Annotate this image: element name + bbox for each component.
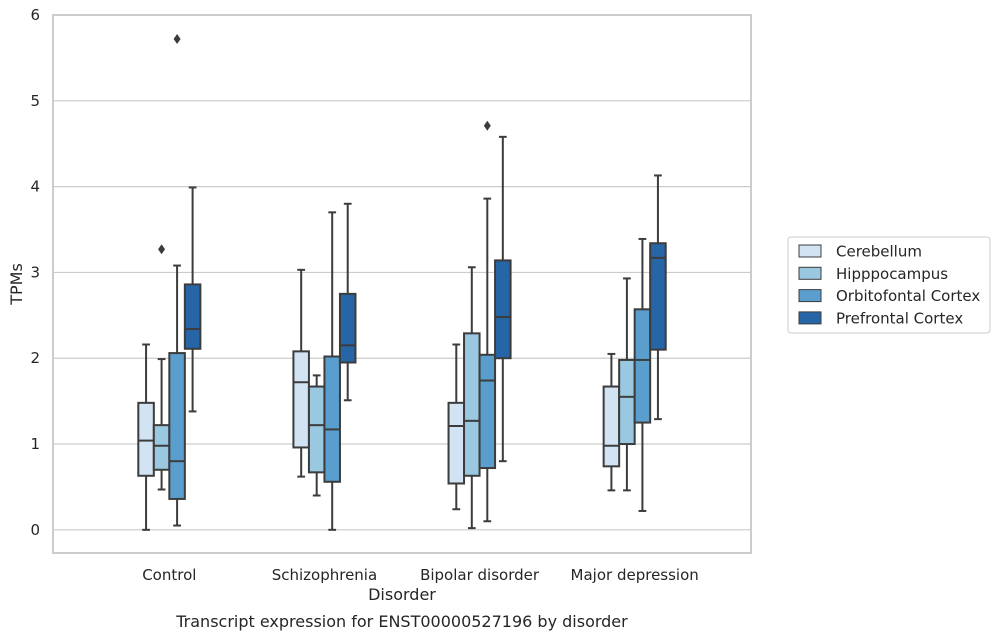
y-tick-label: 3 (30, 263, 40, 281)
box-iqr (168, 352, 186, 500)
y-tick-label: 5 (30, 92, 40, 110)
x-tick-label: Schizophrenia (272, 566, 377, 584)
box (292, 268, 310, 478)
x-axis-title: Disorder (368, 585, 436, 604)
box-iqr (307, 385, 326, 474)
box-iqr (292, 350, 310, 449)
series-2 (168, 34, 652, 531)
legend-swatch (798, 266, 822, 280)
box-iqr (447, 401, 466, 485)
box (168, 34, 186, 527)
box (447, 343, 466, 511)
y-axis-ticks: 0 1 2 3 4 5 6 (30, 6, 40, 539)
outlier-point (483, 120, 491, 131)
y-axis-title: TPMs (7, 263, 26, 306)
box-iqr (649, 242, 667, 351)
outlier-point (173, 34, 181, 45)
x-tick-label: Bipolar disorder (420, 566, 540, 584)
box (307, 374, 326, 497)
box (183, 186, 202, 413)
x-axis-ticks: Control Schizophrenia Bipolar disorder Majo… (142, 566, 699, 584)
legend-swatch (798, 311, 822, 325)
box (323, 211, 341, 531)
plot-background (53, 15, 751, 553)
legend-label: Orbitofontal Cortex (836, 287, 980, 305)
box-series (137, 34, 667, 531)
box (649, 174, 667, 421)
legend-label: Hipppocampus (836, 265, 948, 283)
x-tick-label: Major depression (571, 566, 699, 584)
box-iqr (463, 332, 481, 477)
box-iqr (323, 355, 341, 483)
box (618, 277, 636, 492)
legend: Cerebellum Hipppocampus Orbitofontal Corte… (787, 236, 991, 334)
series-1 (152, 244, 636, 530)
box-iqr (618, 358, 636, 446)
legend-swatch (798, 289, 822, 303)
y-tick-label: 2 (30, 349, 40, 367)
box-iqr (338, 292, 357, 364)
y-tick-label: 4 (30, 178, 40, 196)
legend-label: Prefrontal Cortex (836, 309, 963, 327)
box-iqr (494, 259, 512, 360)
box-iqr (478, 353, 497, 470)
legend-frame (787, 236, 991, 334)
chart-caption: Transcript expression for ENST0000052719… (175, 612, 628, 631)
box-iqr (137, 401, 155, 477)
box (463, 266, 481, 530)
y-tick-label: 0 (30, 521, 40, 539)
legend-items: Cerebellum Hipppocampus Orbitofontal Corte… (798, 243, 980, 327)
x-tick-label: Control (142, 566, 196, 584)
legend-swatch (798, 244, 822, 258)
box (633, 237, 652, 512)
outlier-point (158, 244, 166, 255)
series-0 (137, 268, 621, 531)
plot-frame (52, 14, 752, 554)
y-tick-label: 6 (30, 6, 40, 24)
legend-label: Cerebellum (836, 243, 922, 261)
series-3 (183, 135, 667, 463)
box-iqr (183, 283, 202, 350)
box-iqr (602, 385, 621, 468)
y-tick-label: 1 (30, 435, 40, 453)
box (478, 120, 497, 523)
box (338, 202, 357, 402)
box-iqr (152, 424, 171, 471)
box-iqr (633, 308, 652, 424)
box (494, 135, 512, 463)
